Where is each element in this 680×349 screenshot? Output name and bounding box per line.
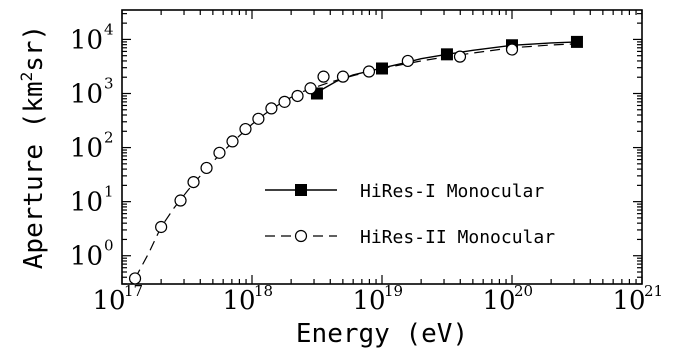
x-tick-label-base: 10 bbox=[612, 286, 645, 316]
x-tick-label-base: 10 bbox=[222, 286, 255, 316]
data-point-circle bbox=[401, 54, 414, 68]
y-tick-label: 10 1 bbox=[70, 183, 114, 218]
y-tick-label-base: 10 bbox=[70, 25, 103, 55]
y-tick-label-exp: 2 bbox=[104, 129, 114, 147]
x-tick-label-exp: 18 bbox=[254, 282, 273, 300]
data-point-circle bbox=[265, 102, 278, 115]
y-tick-label: 10 4 bbox=[70, 20, 114, 55]
y-tick-label-base: 10 bbox=[70, 79, 103, 109]
data-point-square bbox=[376, 62, 388, 75]
series-line-2 bbox=[134, 43, 577, 279]
data-point-circle bbox=[278, 95, 291, 108]
y-axis-title-end: sr) bbox=[19, 25, 49, 72]
y-tick-label-base: 10 bbox=[70, 242, 103, 272]
data-point-circle bbox=[187, 175, 200, 189]
y-tick-label-exp: 0 bbox=[104, 237, 114, 255]
data-point-circle bbox=[174, 194, 187, 207]
data-point-circle bbox=[505, 43, 519, 56]
data-point-circle bbox=[304, 82, 317, 95]
data-point-circle bbox=[362, 65, 376, 78]
y-axis-ticks bbox=[122, 13, 642, 285]
y-axis-title-main: Aperture (km bbox=[19, 81, 49, 269]
y-tick-label-base: 10 bbox=[70, 188, 103, 218]
y-tick-label-exp: 4 bbox=[104, 20, 114, 38]
data-point-circle bbox=[226, 135, 239, 148]
data-point-circle bbox=[213, 146, 226, 159]
data-point-circle bbox=[453, 50, 467, 63]
x-axis-ticks bbox=[121, 10, 643, 284]
y-tick-label: 10 2 bbox=[70, 129, 114, 164]
legend-marker-hires-1 bbox=[295, 184, 307, 196]
y-tick-label-exp: 1 bbox=[104, 183, 114, 201]
legend-label-hires-2: HiRes-II Monocular bbox=[360, 227, 555, 248]
data-point-circle bbox=[291, 89, 304, 103]
x-tick-label-base: 10 bbox=[92, 286, 125, 316]
y-axis-title: Aperture (km2sr) bbox=[17, 25, 49, 269]
legend-marker-hires-2 bbox=[294, 229, 308, 243]
x-tick-label-exp: 17 bbox=[124, 282, 143, 300]
data-point-circle bbox=[252, 112, 265, 125]
y-axis-title-sup: 2 bbox=[17, 72, 36, 82]
y-tick-label: 10 0 bbox=[70, 237, 114, 272]
data-point-circle bbox=[128, 272, 142, 285]
x-tick-label-exp: 19 bbox=[384, 282, 403, 300]
x-tick-label-base: 10 bbox=[352, 286, 385, 316]
data-point-square bbox=[570, 35, 583, 48]
x-tick-label-exp: 21 bbox=[644, 282, 663, 300]
data-point-circle bbox=[317, 70, 330, 83]
data-point-circle bbox=[239, 122, 252, 136]
series-layer bbox=[128, 35, 583, 285]
y-tick-label-exp: 3 bbox=[104, 74, 114, 92]
data-point-circle bbox=[155, 220, 168, 234]
data-point-circle bbox=[200, 161, 213, 175]
legend-label-hires-1: HiRes-I Monocular bbox=[360, 181, 544, 202]
x-tick-label-base: 10 bbox=[482, 286, 515, 316]
y-tick-label-base: 10 bbox=[70, 134, 103, 164]
data-point-circle bbox=[336, 70, 350, 83]
y-tick-label: 10 3 bbox=[70, 74, 114, 109]
legend: HiRes-I Monocular HiRes-II Monocular bbox=[265, 181, 555, 248]
x-tick-label-exp: 20 bbox=[514, 282, 533, 300]
x-axis-title: Energy (eV) bbox=[296, 319, 468, 349]
data-point-square bbox=[440, 48, 453, 61]
